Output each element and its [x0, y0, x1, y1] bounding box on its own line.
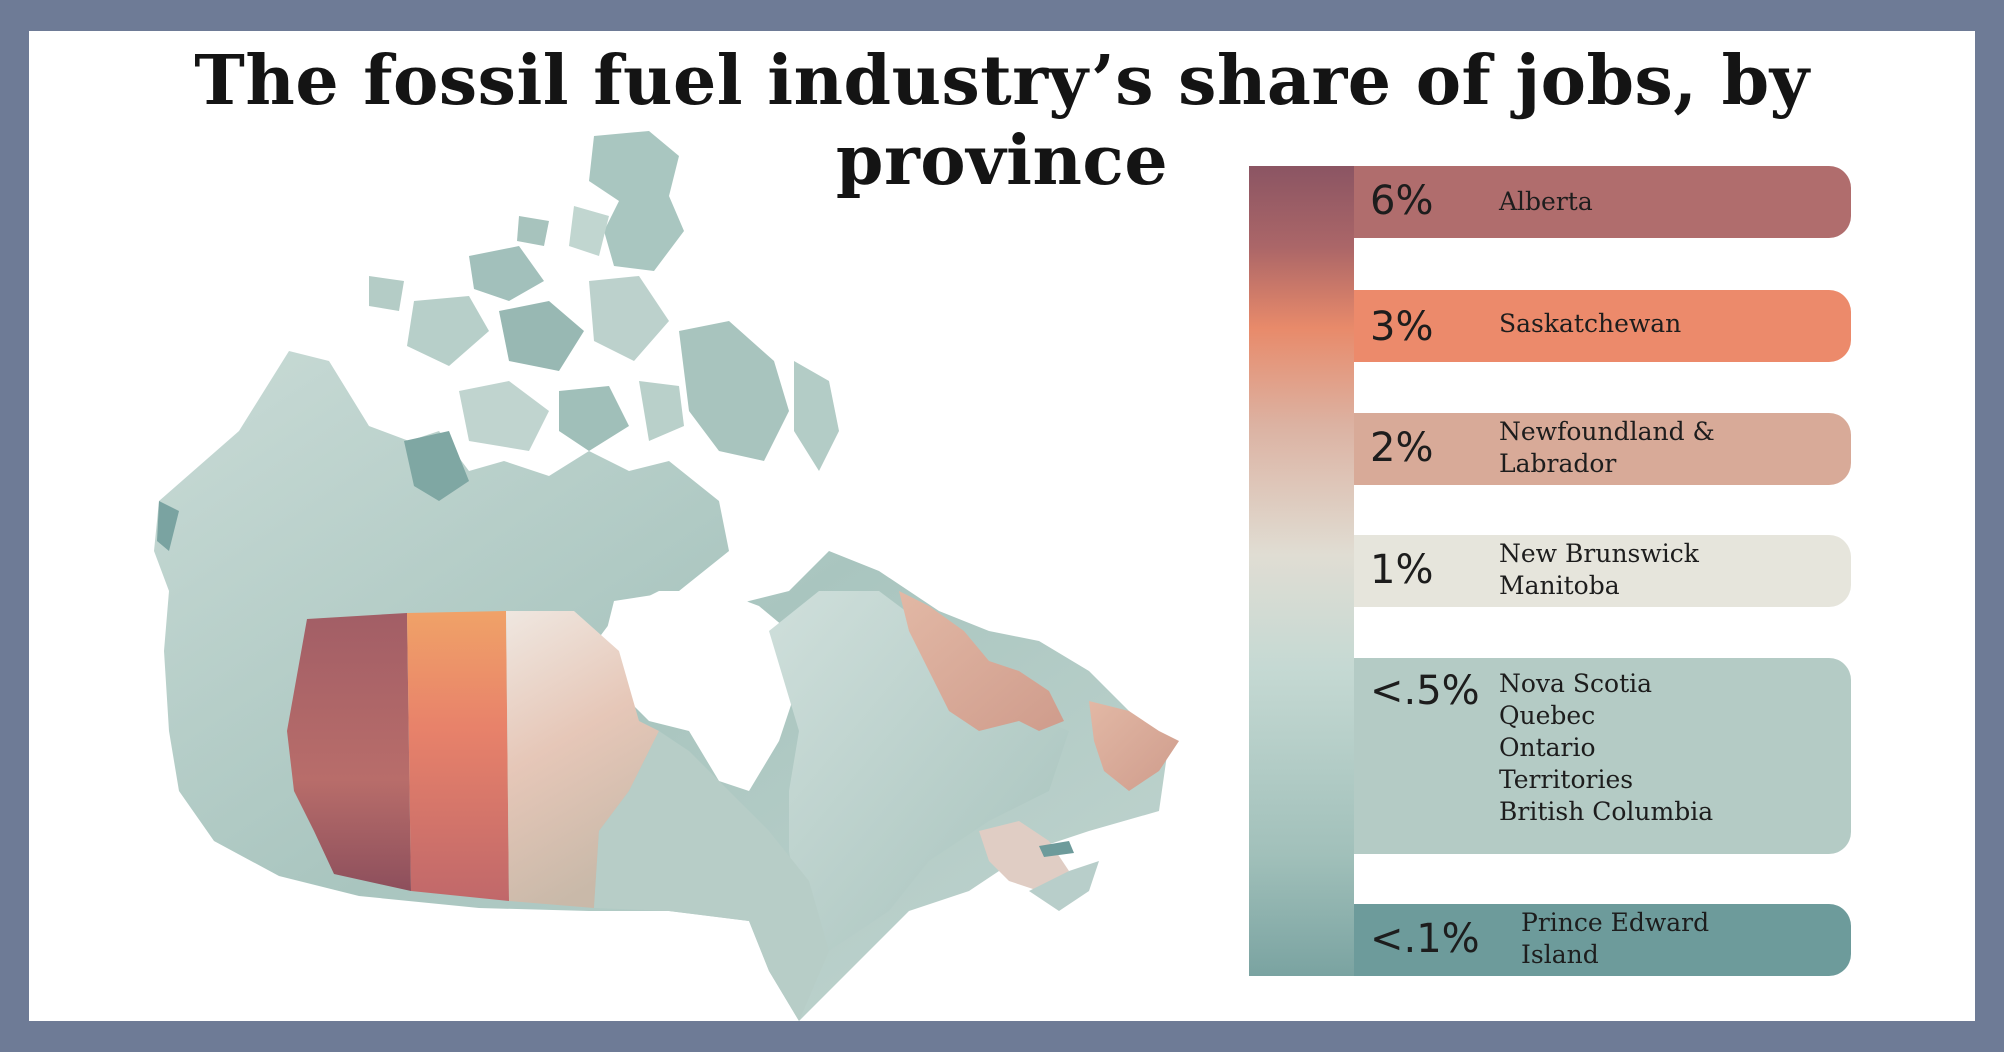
legend-name: British Columbia [1499, 797, 1714, 826]
legend-percent: 3% [1370, 304, 1434, 350]
saskatchewan-region [407, 611, 509, 901]
page-title: The fossil fuel industry’s share of jobs… [194, 41, 1810, 201]
legend-names: Saskatchewan [1499, 308, 1681, 340]
legend-row-alberta: 6% Alberta [1354, 166, 1851, 238]
legend-name: Island [1521, 940, 1599, 969]
infographic-frame: The fossil fuel industry’s share of jobs… [29, 31, 1975, 1021]
legend-row-nb-manitoba: 1% New Brunswick Manitoba [1354, 535, 1851, 607]
canada-map [154, 131, 1179, 1021]
territories-accent [404, 431, 469, 501]
legend-percent: 6% [1370, 178, 1434, 224]
legend-name: Territories [1499, 765, 1634, 794]
arctic-islands [369, 131, 839, 471]
manitoba-region [506, 611, 659, 908]
alberta-region [287, 613, 411, 891]
legend-names: Prince Edward Island [1521, 907, 1709, 971]
legend-name: Labrador [1499, 449, 1617, 478]
legend-percent: 1% [1370, 547, 1434, 593]
newfoundland-island [1089, 701, 1179, 791]
legend-name: New Brunswick [1499, 539, 1699, 568]
legend-name: Manitoba [1499, 571, 1620, 600]
bc-coast [157, 501, 179, 551]
legend-name: Prince Edward [1521, 908, 1710, 937]
legend-names: Newfoundland & Labrador [1499, 416, 1715, 480]
legend-name: Alberta [1499, 187, 1593, 216]
ontario-region [594, 731, 829, 1021]
maritimes-region [979, 821, 1069, 891]
legend-row-pei: <.1% Prince Edward Island [1354, 904, 1851, 976]
legend-percent: <.1% [1370, 916, 1480, 962]
legend-names: New Brunswick Manitoba [1499, 538, 1699, 602]
legend-name: Nova Scotia [1499, 669, 1653, 698]
legend: 6% Alberta 3% Saskatchewan 2% Newfoundla… [1249, 166, 1879, 976]
legend-name: Newfoundland & [1499, 417, 1715, 446]
legend-row-newfoundland: 2% Newfoundland & Labrador [1354, 413, 1851, 485]
nova-scotia-region [1029, 861, 1099, 911]
legend-row-low: <.5% Nova Scotia Quebec Ontario Territor… [1354, 658, 1851, 854]
labrador-region [899, 591, 1064, 731]
legend-name: Saskatchewan [1499, 309, 1682, 338]
pei-region [1039, 841, 1074, 857]
legend-name: Ontario [1499, 733, 1596, 762]
legend-names: Alberta [1499, 186, 1593, 218]
legend-percent: 2% [1370, 425, 1434, 471]
legend-percent: <.5% [1370, 668, 1480, 714]
legend-names: Nova Scotia Quebec Ontario Territories B… [1499, 668, 1713, 828]
hudson-bay [589, 591, 799, 791]
quebec [769, 591, 1069, 951]
legend-gradient-bar [1249, 166, 1354, 976]
legend-name: Quebec [1499, 701, 1596, 730]
legend-row-saskatchewan: 3% Saskatchewan [1354, 290, 1851, 362]
